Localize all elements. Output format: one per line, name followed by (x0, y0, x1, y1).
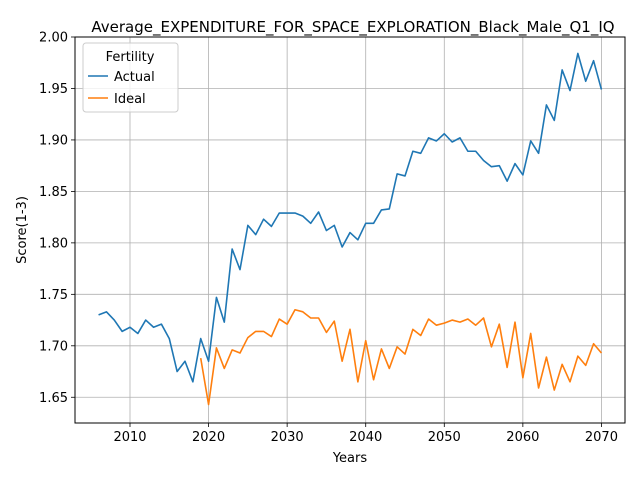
x-tick-label: 2060 (506, 430, 539, 445)
legend: Fertility Actual Ideal (82, 42, 179, 113)
y-tick-label: 1.90 (39, 133, 68, 148)
y-tick-label: 1.70 (39, 339, 68, 354)
y-tick-label: 1.65 (39, 391, 68, 406)
series-line-actual (98, 52, 603, 383)
x-tick-label: 2040 (349, 430, 382, 445)
y-tick-label: 1.85 (39, 185, 68, 200)
series-lines (98, 52, 603, 406)
chart-title: Average_EXPENDITURE_FOR_SPACE_EXPLORATIO… (91, 18, 614, 37)
x-tick-label: 2050 (428, 430, 461, 445)
y-axis-label: Score(1-3) (15, 196, 30, 264)
legend-box (82, 42, 179, 113)
y-tick-label: 1.75 (39, 288, 68, 303)
x-tick-label: 2030 (271, 430, 304, 445)
x-axis-label: Years (332, 451, 368, 466)
x-tick-label: 2020 (192, 430, 225, 445)
y-tick-label: 1.95 (39, 82, 68, 97)
x-tick-label: 2070 (585, 430, 618, 445)
legend-label-actual: Actual (114, 70, 155, 85)
plot-area-frame (74, 36, 626, 424)
axis-ticks: 2010 2020 2030 2040 2050 2060 2070 1.65 1.70 1.75… (39, 31, 618, 446)
x-tick-label: 2010 (113, 430, 146, 445)
legend-title: Fertility (106, 50, 155, 65)
series-line-ideal (199, 308, 603, 406)
y-tick-label: 2.00 (39, 31, 68, 46)
legend-label-ideal: Ideal (114, 92, 146, 107)
y-tick-label: 1.80 (39, 236, 68, 251)
